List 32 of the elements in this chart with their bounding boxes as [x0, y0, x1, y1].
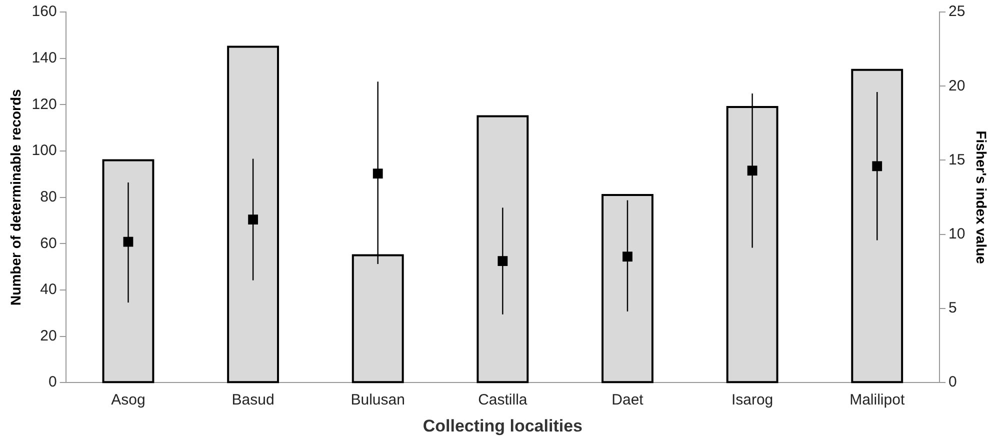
x-tick-label: Asog [111, 392, 146, 409]
y-tick-label: 80 [40, 188, 57, 206]
x-tick-label: Daet [612, 392, 644, 409]
point [248, 214, 258, 224]
point [372, 168, 383, 179]
point [872, 161, 882, 172]
x-tick-label: Isarog [731, 392, 774, 409]
point [622, 252, 632, 262]
y-tick-label: 40 [40, 281, 57, 298]
y2-tick-label: 25 [948, 3, 966, 20]
x-tick-label: Basud [232, 392, 274, 409]
y-tick-label: 20 [40, 327, 57, 344]
y-tick-label: 60 [40, 234, 57, 252]
y-axis-title: Number of determinable records [7, 88, 24, 306]
y2-tick-label: 15 [948, 151, 966, 168]
y-tick-label: 0 [48, 374, 57, 391]
x-axis-title: Collecting localities [422, 416, 582, 436]
y-tick-label: 140 [32, 49, 57, 66]
point [747, 166, 758, 176]
y2-axis-title: Fisher's index value [974, 130, 990, 264]
point [498, 256, 508, 266]
x-tick-label: Castilla [478, 392, 528, 409]
y-tick-label: 100 [32, 142, 57, 160]
y2-tick-label: 10 [948, 226, 966, 242]
y2-tick-label: 20 [948, 77, 966, 94]
y-tick-label: 160 [32, 3, 57, 20]
y-tick-label: 120 [32, 96, 57, 113]
point [123, 236, 134, 247]
y2-tick-label: 5 [948, 300, 957, 317]
y2-tick-label: 0 [948, 374, 957, 391]
x-tick-label: Malilipot [850, 392, 906, 409]
x-tick-label: Bulusan [350, 392, 405, 409]
